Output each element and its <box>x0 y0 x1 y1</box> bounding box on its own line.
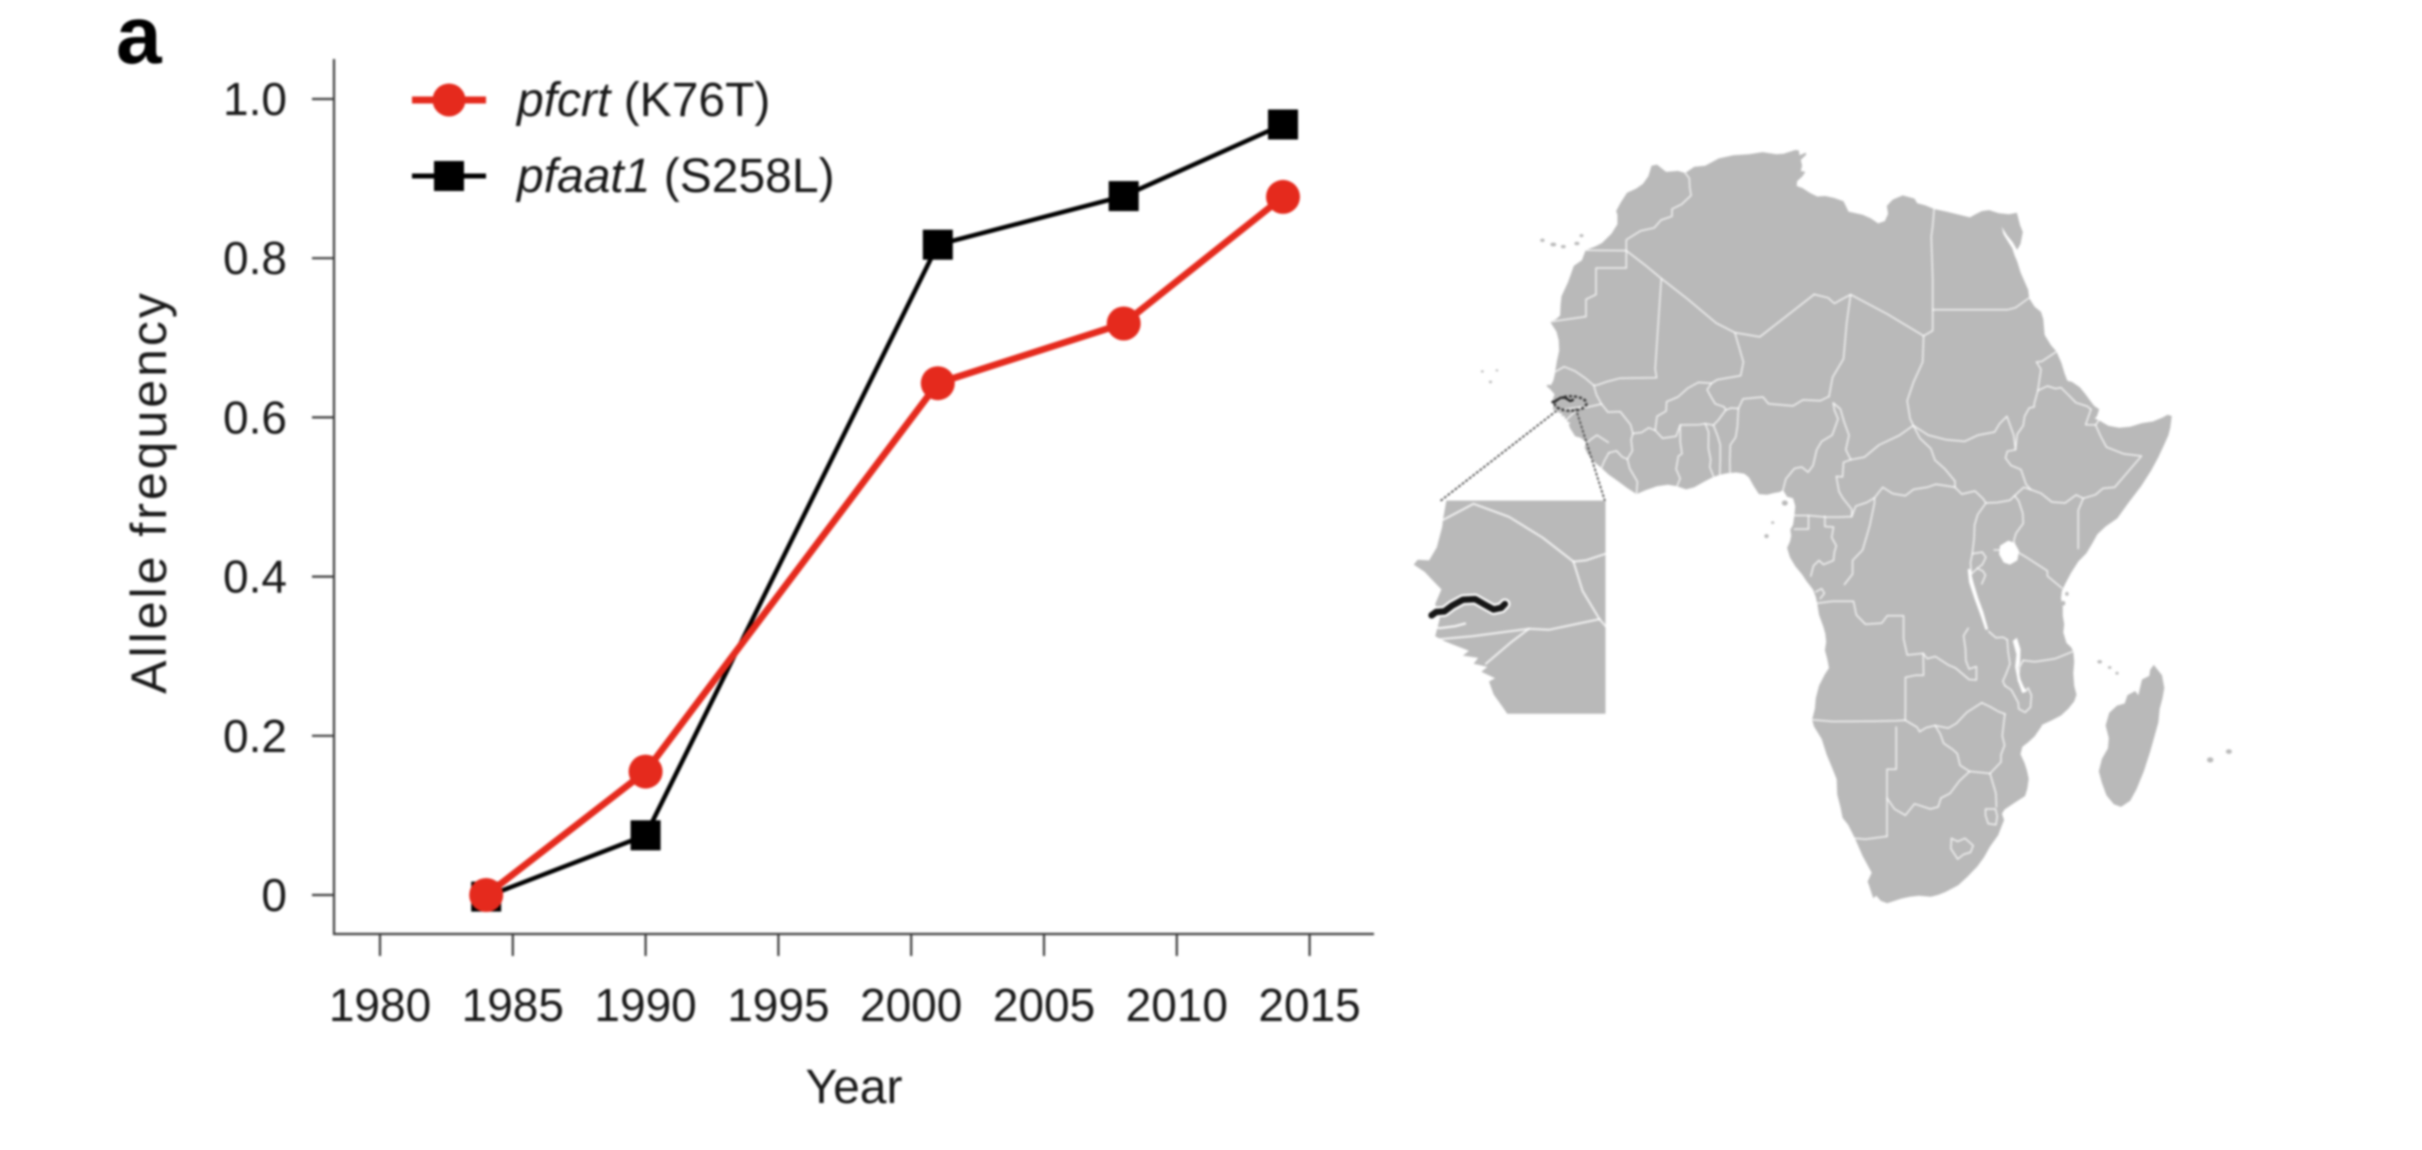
svg-text:pfcrt (K76T): pfcrt (K76T) <box>515 74 770 127</box>
svg-text:Allele frequency: Allele frequency <box>121 290 177 694</box>
svg-text:pfaat1 (S258L): pfaat1 (S258L) <box>515 150 835 203</box>
svg-text:1980: 1980 <box>329 979 431 1031</box>
svg-text:1995: 1995 <box>727 979 829 1031</box>
svg-text:0.4: 0.4 <box>223 551 287 603</box>
svg-text:Year: Year <box>806 1061 903 1114</box>
svg-text:2005: 2005 <box>993 979 1095 1031</box>
svg-text:a: a <box>116 0 163 81</box>
svg-text:0: 0 <box>261 869 287 921</box>
svg-text:2010: 2010 <box>1126 979 1228 1031</box>
svg-text:1.0: 1.0 <box>223 73 287 125</box>
svg-text:1990: 1990 <box>594 979 696 1031</box>
svg-text:0.2: 0.2 <box>223 710 287 762</box>
svg-text:2000: 2000 <box>860 979 962 1031</box>
svg-text:0.6: 0.6 <box>223 391 287 443</box>
svg-text:0.8: 0.8 <box>223 232 287 284</box>
svg-text:2015: 2015 <box>1258 979 1360 1031</box>
svg-text:1985: 1985 <box>462 979 564 1031</box>
